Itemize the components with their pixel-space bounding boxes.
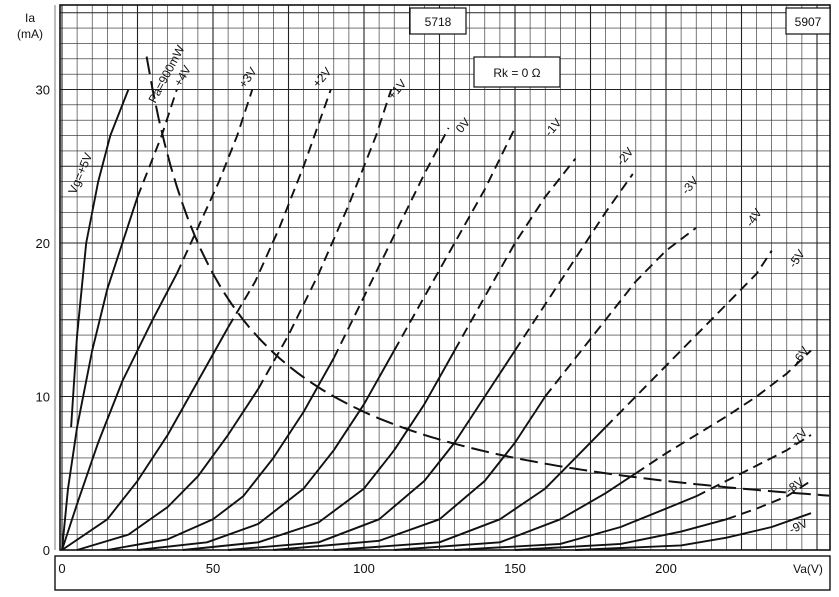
- x-tick-label: 100: [353, 561, 375, 576]
- curve-9-solid: [273, 395, 546, 551]
- tube-5718-label: 5718: [425, 15, 452, 29]
- curve-label-2: +3V: [236, 65, 260, 91]
- curve-5-solid: [107, 357, 335, 551]
- curve-label-4: +1V: [385, 77, 410, 103]
- curve-label-12: -7V: [788, 426, 811, 449]
- power-limit-line: [145, 56, 830, 497]
- x-tick-label: 50: [206, 561, 220, 576]
- curve-3-solid: [61, 326, 229, 551]
- x-tick-label: 0: [58, 561, 65, 576]
- tick-labels: 0 50 100 150 200 0 10 20 30: [36, 83, 677, 577]
- x-axis-title: Va(V): [793, 562, 823, 576]
- x-axis-strip: [54, 555, 831, 591]
- tube-5718-box: [409, 7, 467, 35]
- plot-frame: [54, 4, 831, 591]
- rk-condition-label: Rk = 0 Ω: [493, 66, 540, 80]
- y-axis-unit: (mA): [17, 27, 43, 41]
- x-tick-label: 150: [504, 561, 526, 576]
- curve-label-10: -5V: [786, 247, 808, 270]
- curve-label-3: +2V: [310, 65, 335, 91]
- curve-2-dashed: [175, 89, 254, 275]
- curve-6-solid: [137, 350, 396, 551]
- curve-13-solid: [514, 518, 727, 551]
- curve-5-dashed: [332, 127, 450, 359]
- plot-border: [59, 4, 831, 551]
- curve-label-11: -6V: [790, 344, 812, 367]
- curve-4-solid: [76, 388, 260, 551]
- curve-0-solid: [70, 89, 130, 428]
- curve-7-dashed: [453, 158, 577, 351]
- curve-1-solid: [61, 196, 139, 551]
- curve-10-solid: [333, 426, 607, 551]
- curve-9-dashed: [544, 226, 697, 398]
- curve-label-8: -3V: [679, 174, 702, 197]
- curve-8-solid: [228, 349, 516, 551]
- y-axis-symbol: Ia: [25, 11, 35, 25]
- curve-3-dashed: [227, 89, 332, 328]
- curve-label-7: -2V: [614, 145, 637, 168]
- curve-11-solid: [394, 472, 637, 551]
- curve-11-dashed: [635, 349, 812, 475]
- curve-14-solid: [575, 512, 812, 551]
- curve-6-dashed: [393, 127, 516, 351]
- curve-label-0: Vg=+5V: [65, 151, 95, 196]
- x-tick-label: 200: [655, 561, 677, 576]
- plate-curves: [61, 89, 812, 551]
- curve-7-solid: [182, 350, 456, 551]
- curve-8-dashed: [514, 173, 634, 352]
- y-tick-label: 20: [36, 236, 50, 251]
- minor-gridlines: [54, 5, 830, 550]
- curve-12-dashed: [695, 434, 812, 498]
- curve-10-dashed: [604, 250, 773, 428]
- y-tick-label: 30: [36, 83, 50, 98]
- y-tick-label: 0: [43, 543, 50, 558]
- curve-4-dashed: [257, 89, 393, 390]
- rk-condition-box: [473, 56, 561, 88]
- tube-5907-box: [785, 7, 831, 35]
- power-limit-curve: [145, 56, 830, 497]
- tube-5907-label: 5907: [795, 15, 822, 29]
- curve-label-9: -4V: [743, 206, 765, 229]
- y-tick-label: 10: [36, 390, 50, 405]
- curve-13-dashed: [726, 480, 812, 521]
- curve-2-solid: [61, 273, 178, 551]
- curve-12-solid: [454, 495, 697, 551]
- curve-1-dashed: [136, 89, 178, 198]
